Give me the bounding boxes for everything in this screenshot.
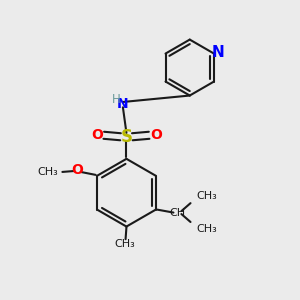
Text: N: N (117, 98, 129, 111)
Text: CH: CH (170, 208, 186, 218)
Text: H: H (112, 93, 121, 106)
Text: CH₃: CH₃ (196, 191, 217, 201)
Text: N: N (211, 45, 224, 60)
Text: O: O (150, 128, 162, 142)
Text: O: O (71, 164, 83, 178)
Text: CH₃: CH₃ (196, 224, 217, 234)
Text: S: S (120, 128, 132, 146)
Text: CH₃: CH₃ (115, 239, 135, 249)
Text: CH₃: CH₃ (38, 167, 58, 177)
Text: O: O (91, 128, 103, 142)
